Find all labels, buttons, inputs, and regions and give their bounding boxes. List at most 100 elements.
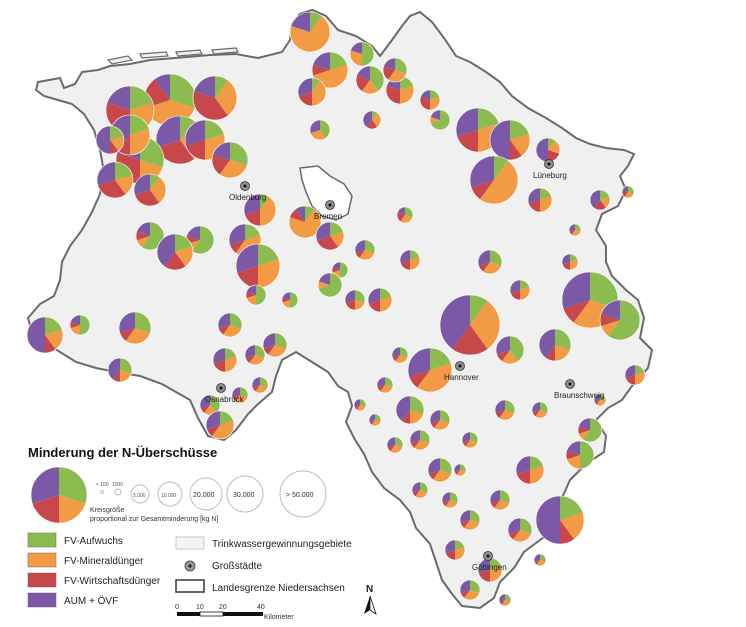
- pie-35: [156, 233, 194, 271]
- pie-81: [444, 539, 466, 561]
- pie-71-slice-2: [410, 440, 420, 449]
- pie-78-slice-3: [508, 518, 520, 534]
- pie-12: [211, 141, 249, 179]
- pie-37-ring: [354, 239, 376, 261]
- pie-0-slice-3: [290, 12, 310, 32]
- pie-52-slice-1: [501, 350, 519, 364]
- pie-45-slice-0: [318, 273, 342, 297]
- pie-31: [288, 205, 322, 239]
- pie-59-slice-2: [119, 328, 135, 341]
- pie-69-slice-2: [401, 410, 410, 424]
- pie-35-slice-2: [164, 252, 186, 271]
- pie-66-slice-1: [211, 420, 234, 439]
- pie-22-slice-3: [455, 108, 478, 137]
- pie-42-slice-3: [562, 254, 570, 265]
- pie-91-ring: [498, 593, 512, 607]
- pie-66-slice-3: [205, 411, 220, 430]
- pie-9: [96, 161, 134, 199]
- pie-90: [411, 481, 429, 499]
- pie-0-ring: [289, 11, 331, 53]
- pie-64-ring: [212, 347, 238, 373]
- city-marker-dot: [243, 184, 247, 188]
- city-label: Braunschweig: [554, 391, 604, 400]
- pie-46: [245, 284, 267, 306]
- pie-53-slice-1: [417, 363, 452, 393]
- pie-14-slice-1: [110, 135, 124, 152]
- pie-93-ring: [453, 463, 467, 477]
- pie-89-slice-2: [495, 410, 505, 419]
- pie-11-slice-3: [184, 120, 205, 147]
- city-layer: Oldenburg Bremen Lüneburg Osnabrück Hannover…: [205, 159, 604, 572]
- pie-61-slice-1: [222, 325, 242, 337]
- pie-9-slice-0: [115, 162, 133, 180]
- pie-61: [217, 312, 243, 338]
- pie-58-slice-1: [70, 325, 80, 335]
- pie-17-slice-3: [383, 58, 395, 70]
- pie-66-slice-0: [220, 411, 234, 425]
- pie-41: [477, 249, 503, 275]
- pie-21-slice-0: [320, 120, 330, 139]
- pie-82-ring: [577, 417, 603, 443]
- pie-88-slice-2: [532, 410, 540, 417]
- pie-92-slice-1: [536, 560, 546, 567]
- pie-95-ring: [353, 398, 367, 412]
- pie-86: [386, 436, 404, 454]
- pie-72-slice-0: [440, 458, 452, 474]
- pie-30-slice-2: [229, 240, 245, 253]
- pie-1-slice-1: [350, 50, 362, 66]
- pie-40: [331, 261, 349, 279]
- pie-11-slice-1: [205, 133, 225, 160]
- pie-26-slice-0: [540, 188, 552, 200]
- pie-76-slice-2: [516, 470, 530, 484]
- pie-71-slice-3: [410, 430, 420, 444]
- pie-17-slice-1: [387, 70, 407, 83]
- pie-33-slice-0: [191, 226, 215, 254]
- pie-12-slice-2: [211, 154, 230, 175]
- size-step-2: 5.000: [133, 493, 146, 499]
- pie-56: [624, 364, 646, 386]
- size-step-5: 30.000: [233, 492, 255, 499]
- pie-95-slice-3: [353, 399, 360, 407]
- pie-72: [427, 457, 453, 483]
- pie-60-ring: [107, 357, 133, 383]
- pie-75-ring: [489, 489, 511, 511]
- pie-41-slice-0: [490, 250, 503, 266]
- pie-31-slice-1: [289, 209, 321, 238]
- city-2: Lüneburg: [533, 159, 567, 180]
- city-4: Hannover: [444, 361, 479, 382]
- pie-34-ring: [135, 221, 165, 251]
- city-3: Osnabrück: [205, 383, 245, 404]
- pie-19-slice-1: [430, 116, 440, 124]
- pie-15-slice-0: [370, 66, 385, 92]
- pie-90-ring: [411, 481, 429, 499]
- pie-26-slice-2: [528, 200, 540, 212]
- size-caption-1: Kreisgröße: [90, 507, 124, 514]
- city-label: Göttingen: [472, 563, 507, 572]
- pie-83-slice-3: [566, 441, 580, 455]
- pie-86-ring: [386, 436, 404, 454]
- size-step-4: 20.000: [193, 492, 215, 499]
- pie-29-slice-0: [260, 194, 270, 210]
- pie-77-slice-2: [560, 520, 575, 544]
- pie-39-slice-3: [400, 250, 410, 264]
- pie-20-slice-1: [372, 112, 381, 128]
- pie-35-slice-3: [156, 234, 175, 267]
- pie-85-slice-1: [380, 385, 393, 393]
- pie-46-slice-0: [256, 285, 266, 305]
- pie-67-slice-3: [231, 387, 240, 398]
- pie-32-slice-3: [316, 222, 330, 241]
- pie-46-slice-1: [246, 295, 256, 305]
- pie-9-slice-1: [115, 174, 133, 195]
- pie-90-slice-3: [411, 482, 420, 493]
- legend-pie-symbol: [30, 466, 88, 524]
- pie-81-slice-1: [455, 546, 465, 560]
- pie-3-slice-1: [312, 80, 327, 106]
- pie-43-slice-0: [380, 288, 392, 300]
- pie-17: [382, 57, 408, 83]
- legend-pie: [30, 466, 88, 524]
- pie-87-slice-0: [470, 432, 478, 443]
- pie-67-slice-2: [232, 395, 240, 402]
- pie-63-slice-3: [245, 345, 255, 359]
- pie-52-slice-2: [496, 350, 510, 362]
- pie-96: [568, 223, 582, 237]
